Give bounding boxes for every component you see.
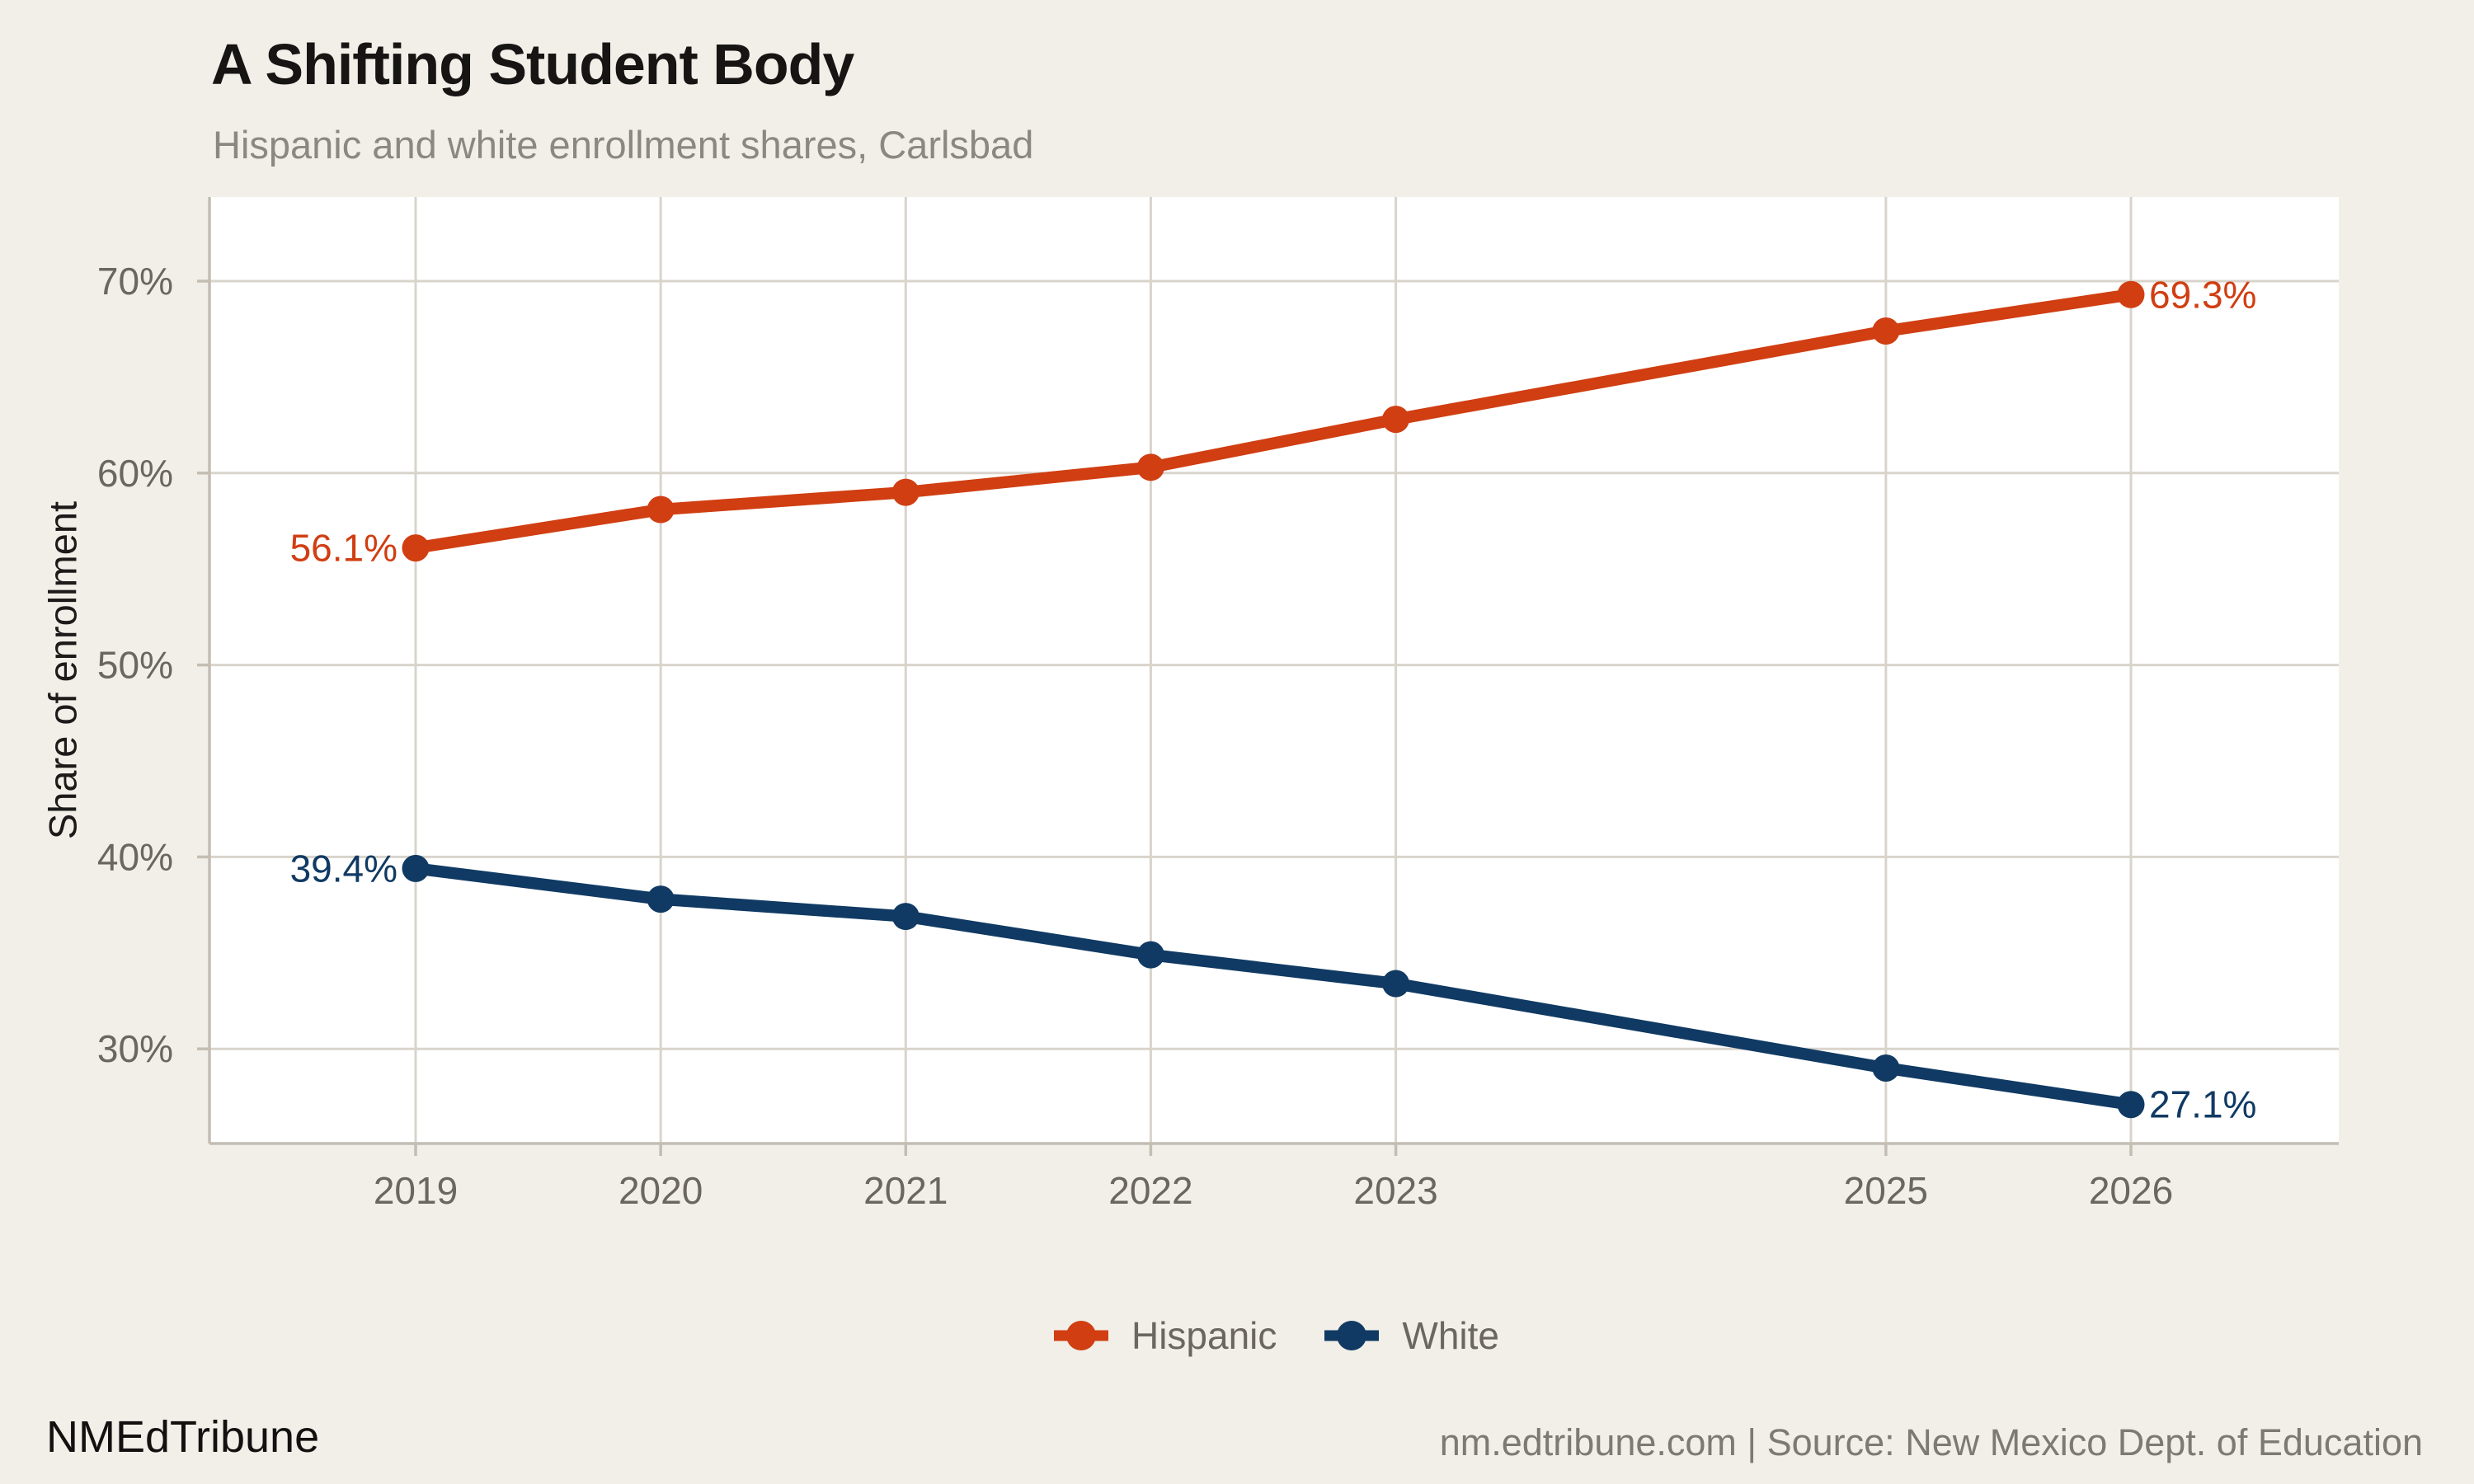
legend-label-hispanic: Hispanic xyxy=(1131,1314,1277,1357)
hispanic-first-value-label: 56.1% xyxy=(290,527,397,570)
source-attribution: nm.edtribune.com | Source: New Mexico De… xyxy=(1439,1421,2423,1463)
chart-title: A Shifting Student Body xyxy=(211,32,854,96)
x-tick-label-2021: 2021 xyxy=(863,1169,948,1212)
y-tick-label-30: 30% xyxy=(97,1027,173,1070)
hispanic-legend-marker-icon xyxy=(1053,1321,1108,1350)
x-tick-label-2020: 2020 xyxy=(618,1169,703,1212)
legend-label-white: White xyxy=(1402,1314,1500,1357)
brand-logo-text: NMEdTribune xyxy=(46,1412,320,1462)
x-tick-label-2022: 2022 xyxy=(1108,1169,1192,1212)
white-marker-2019 xyxy=(402,854,430,882)
y-tick-label-50: 50% xyxy=(97,644,173,687)
white-marker-2026 xyxy=(2117,1091,2145,1119)
y-tick-label-70: 70% xyxy=(97,260,173,303)
hispanic-marker-2026 xyxy=(2117,280,2145,308)
hispanic-last-value-label: 69.3% xyxy=(2149,273,2256,316)
x-tick-label-2023: 2023 xyxy=(1353,1169,1437,1212)
chart-legend: Hispanic White xyxy=(1053,1313,1499,1358)
hispanic-marker-2020 xyxy=(647,495,675,524)
hispanic-marker-2023 xyxy=(1382,406,1410,434)
x-tick-label-2026: 2026 xyxy=(2089,1169,2173,1212)
hispanic-marker-2025 xyxy=(1872,317,1900,345)
white-legend-marker-icon xyxy=(1324,1321,1380,1350)
white-marker-2021 xyxy=(891,903,920,931)
chart-subtitle: Hispanic and white enrollment shares, Ca… xyxy=(213,123,1034,167)
y-tick-label-60: 60% xyxy=(97,452,173,495)
white-marker-2020 xyxy=(647,885,675,913)
white-last-value-label: 27.1% xyxy=(2149,1083,2256,1126)
x-tick-label-2025: 2025 xyxy=(1844,1169,1928,1212)
legend-item-white: White xyxy=(1324,1313,1499,1358)
white-marker-2023 xyxy=(1382,970,1410,998)
hispanic-marker-2021 xyxy=(891,478,920,506)
plot-area xyxy=(209,197,2339,1144)
y-tick-label-40: 40% xyxy=(97,835,173,878)
white-first-value-label: 39.4% xyxy=(290,847,397,890)
legend-item-hispanic: Hispanic xyxy=(1053,1313,1277,1358)
x-tick-label-2019: 2019 xyxy=(374,1169,458,1212)
white-marker-2022 xyxy=(1136,941,1164,969)
white-marker-2025 xyxy=(1872,1054,1900,1082)
hispanic-marker-2022 xyxy=(1136,453,1164,481)
hispanic-marker-2019 xyxy=(402,534,430,562)
